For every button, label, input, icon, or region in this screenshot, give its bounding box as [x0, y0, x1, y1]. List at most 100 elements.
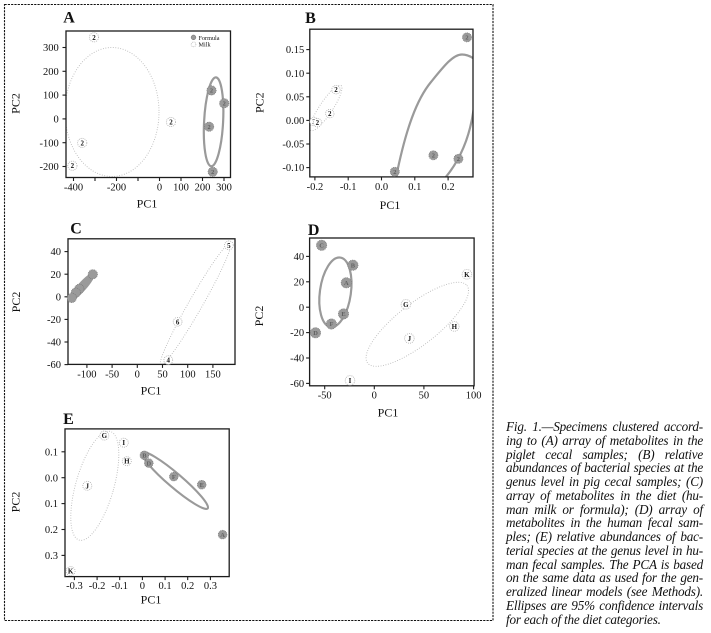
svg-text:PC2: PC2 — [9, 93, 23, 114]
svg-text:-0.1: -0.1 — [340, 182, 357, 193]
svg-text:100: 100 — [466, 391, 482, 402]
svg-text:2: 2 — [223, 101, 226, 108]
svg-text:2: 2 — [334, 86, 338, 94]
svg-text:100: 100 — [180, 369, 196, 380]
svg-text:-100: -100 — [40, 138, 59, 149]
svg-text:D: D — [313, 330, 318, 337]
svg-text:-0.3: -0.3 — [66, 581, 83, 592]
svg-text:0.1: 0.1 — [408, 182, 421, 193]
svg-text:50: 50 — [157, 369, 168, 380]
svg-text:D: D — [146, 460, 151, 467]
svg-text:0.1: 0.1 — [45, 447, 58, 458]
svg-text:-0.10: -0.10 — [282, 163, 304, 174]
svg-text:-0.2: -0.2 — [89, 581, 106, 592]
svg-text:-400: -400 — [64, 183, 83, 194]
svg-text:PC1: PC1 — [380, 198, 401, 212]
svg-text:0: 0 — [372, 391, 377, 402]
svg-text:-200: -200 — [40, 162, 59, 173]
svg-text:2: 2 — [457, 156, 460, 163]
svg-text:2: 2 — [210, 88, 213, 95]
svg-text:2: 2 — [393, 169, 396, 176]
svg-text:2: 2 — [169, 119, 173, 127]
svg-text:4: 4 — [167, 357, 171, 365]
svg-text:B: B — [351, 262, 356, 269]
svg-text:0.0: 0.0 — [45, 473, 58, 484]
svg-text:H: H — [124, 458, 130, 466]
svg-text:2: 2 — [92, 34, 96, 42]
svg-text:G: G — [403, 301, 409, 309]
svg-text:PC2: PC2 — [252, 92, 266, 113]
svg-text:PC1: PC1 — [141, 592, 162, 606]
svg-text:0: 0 — [299, 303, 304, 314]
svg-text:0: 0 — [140, 581, 145, 592]
svg-text:0.2: 0.2 — [181, 581, 194, 592]
svg-text:-50: -50 — [318, 391, 332, 402]
svg-text:D: D — [308, 222, 320, 239]
svg-text:PC1: PC1 — [378, 406, 399, 420]
svg-text:J: J — [86, 482, 90, 490]
svg-text:0: 0 — [54, 115, 59, 126]
svg-text:-60: -60 — [47, 360, 61, 371]
svg-text:2: 2 — [328, 110, 332, 118]
svg-text:E: E — [63, 411, 74, 428]
svg-text:50: 50 — [419, 391, 430, 402]
svg-text:300: 300 — [43, 43, 59, 54]
svg-text:E: E — [341, 311, 345, 318]
svg-text:-50: -50 — [105, 369, 119, 380]
svg-text:0.3: 0.3 — [204, 581, 217, 592]
svg-text:200: 200 — [43, 67, 59, 78]
svg-text:0.0: 0.0 — [375, 182, 388, 193]
svg-text:2: 2 — [80, 139, 84, 147]
svg-text:PC2: PC2 — [252, 306, 266, 327]
svg-text:-60: -60 — [290, 379, 304, 390]
svg-text:C: C — [319, 243, 324, 250]
svg-text:0: 0 — [157, 183, 162, 194]
svg-text:I: I — [349, 377, 352, 385]
svg-text:PC2: PC2 — [9, 292, 23, 313]
svg-text:K: K — [68, 568, 74, 576]
svg-text:-20: -20 — [290, 328, 304, 339]
svg-text:6: 6 — [176, 318, 180, 326]
svg-text:0.3: 0.3 — [45, 551, 58, 562]
svg-text:0.10: 0.10 — [286, 69, 304, 80]
svg-text:2: 2 — [432, 153, 435, 160]
svg-text:A: A — [63, 10, 75, 27]
svg-text:0.1: 0.1 — [45, 499, 58, 510]
svg-text:F: F — [329, 321, 333, 328]
svg-text:K: K — [464, 271, 470, 279]
svg-text:0: 0 — [135, 369, 140, 380]
svg-text:5: 5 — [227, 242, 231, 250]
svg-text:2: 2 — [207, 124, 210, 131]
svg-text:B: B — [305, 10, 316, 27]
svg-text:-20: -20 — [47, 315, 61, 326]
svg-text:40: 40 — [294, 252, 305, 263]
svg-text:G: G — [102, 432, 108, 440]
svg-text:E: E — [200, 482, 204, 489]
svg-text:H: H — [452, 323, 458, 331]
svg-text:40: 40 — [51, 247, 62, 258]
svg-text:0.2: 0.2 — [442, 182, 455, 193]
svg-text:B: B — [142, 453, 147, 460]
svg-text:-200: -200 — [107, 183, 126, 194]
svg-text:-0.2: -0.2 — [307, 182, 324, 193]
svg-text:150: 150 — [205, 369, 221, 380]
svg-text:Formula: Formula — [199, 35, 220, 42]
svg-text:A: A — [220, 532, 225, 539]
svg-text:-40: -40 — [290, 354, 304, 365]
svg-text:0: 0 — [56, 292, 61, 303]
svg-text:0.1: 0.1 — [159, 581, 172, 592]
svg-text:20: 20 — [294, 277, 305, 288]
svg-text:PC2: PC2 — [9, 492, 23, 513]
svg-text:2: 2 — [316, 119, 320, 127]
svg-text:2: 2 — [465, 35, 468, 42]
svg-text:0.2: 0.2 — [45, 525, 58, 536]
svg-text:PC1: PC1 — [141, 383, 162, 397]
svg-text:2: 2 — [211, 169, 214, 176]
svg-text:0.05: 0.05 — [286, 92, 304, 103]
svg-text:20: 20 — [51, 270, 62, 281]
svg-text:2: 2 — [71, 162, 75, 170]
svg-text:200: 200 — [195, 183, 211, 194]
svg-text:-100: -100 — [77, 369, 96, 380]
svg-text:-0.05: -0.05 — [282, 140, 304, 151]
svg-text:0.00: 0.00 — [286, 116, 304, 127]
